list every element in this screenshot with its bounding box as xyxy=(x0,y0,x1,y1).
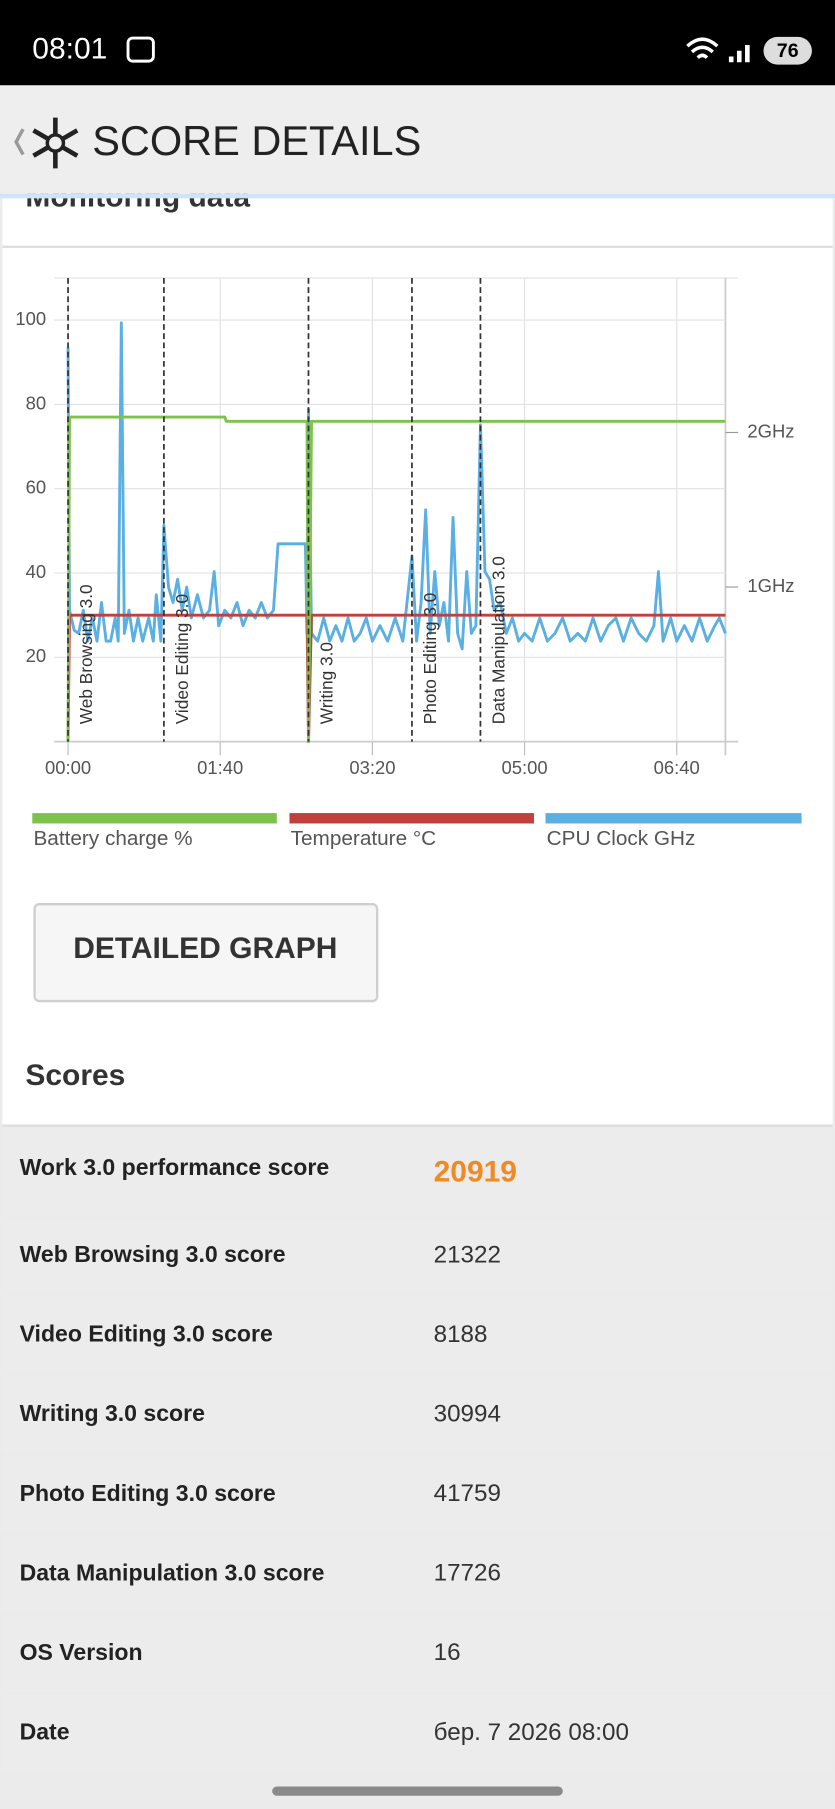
nav-handle[interactable] xyxy=(272,1786,563,1796)
score-row xyxy=(2,1377,833,1454)
y-tick-label: 80 xyxy=(26,392,47,413)
marker-label: Writing 3.0 xyxy=(317,642,337,724)
score-label: Photo Editing 3.0 score xyxy=(20,1480,276,1506)
x-tick-label: 06:40 xyxy=(654,757,700,778)
score-value: 8188 xyxy=(434,1321,488,1348)
legend-label: Battery charge % xyxy=(33,827,192,850)
marker-label: Video Editing 3.0 xyxy=(172,594,192,724)
y-tick-label: 20 xyxy=(26,645,47,666)
battery-level: 76 xyxy=(777,40,799,62)
series-line xyxy=(66,415,726,744)
marker-label: Web Browsing 3.0 xyxy=(76,584,96,724)
scores-title: Scores xyxy=(25,1059,125,1092)
score-value: бер. 7 2026 08:00 xyxy=(434,1719,629,1746)
score-label: Writing 3.0 score xyxy=(20,1400,205,1426)
score-row xyxy=(2,1615,833,1692)
app-icon-core xyxy=(45,133,66,153)
score-label: Work 3.0 performance score xyxy=(20,1154,330,1180)
wifi-icon xyxy=(686,37,719,59)
score-label: Data Manipulation 3.0 score xyxy=(20,1559,325,1585)
score-label: Web Browsing 3.0 score xyxy=(20,1241,286,1267)
header-title: SCORE DETAILS xyxy=(92,117,421,164)
x-tick-label: 01:40 xyxy=(197,757,243,778)
x-tick-label: 05:00 xyxy=(501,757,547,778)
header-shadow xyxy=(0,193,835,199)
status-bar xyxy=(0,0,835,86)
score-value: 20919 xyxy=(434,1155,517,1188)
legend-label: CPU Clock GHz xyxy=(547,827,696,850)
score-label: OS Version xyxy=(20,1639,143,1665)
chart: 20 40 60 80 100 1GHz 2GHz 00:00 01:40 03:20 05:00 0… xyxy=(15,277,794,778)
back-button[interactable] xyxy=(14,128,25,156)
legend-swatch xyxy=(32,813,277,824)
score-row xyxy=(2,1536,833,1613)
score-table: Work 3.0 performance score 20919 Web Brows… xyxy=(2,1127,833,1772)
score-row xyxy=(2,1297,833,1374)
detailed-graph-button[interactable] xyxy=(33,903,379,1003)
score-value: 41759 xyxy=(434,1480,501,1507)
button-label[interactable]: DETAILED GRAPH xyxy=(73,932,337,965)
legend-label: Temperature °C xyxy=(291,827,437,850)
y-tick-label: 40 xyxy=(26,561,47,582)
legend: Battery charge % Temperature °C CPU Clock … xyxy=(32,813,802,850)
marker-label: Photo Editing 3.0 xyxy=(420,593,440,725)
header xyxy=(0,85,835,194)
legend-swatch xyxy=(545,813,802,824)
y-tick-label: 60 xyxy=(26,477,47,498)
score-value: 30994 xyxy=(434,1401,501,1428)
score-value: 16 xyxy=(434,1639,461,1666)
screenshot-icon xyxy=(126,36,155,63)
score-row xyxy=(2,1456,833,1533)
y2-tick-label: 1GHz xyxy=(747,575,794,596)
legend-swatch xyxy=(289,813,534,824)
score-value: 17726 xyxy=(434,1560,501,1587)
score-value: 21322 xyxy=(434,1241,501,1268)
x-tick-label: 03:20 xyxy=(349,757,395,778)
score-row xyxy=(2,1217,833,1295)
score-row xyxy=(2,1695,833,1772)
score-label: Video Editing 3.0 score xyxy=(20,1321,273,1347)
x-tick-label: 00:00 xyxy=(45,757,91,778)
score-row xyxy=(2,1127,833,1215)
clock: 08:01 xyxy=(32,33,107,66)
signal-icon xyxy=(728,44,750,63)
y2-tick-label: 2GHz xyxy=(747,420,794,441)
score-label: Date xyxy=(20,1719,70,1745)
marker-label: Data Manipulation 3.0 xyxy=(489,556,509,724)
y-tick-label: 100 xyxy=(15,308,46,329)
battery-icon xyxy=(763,36,812,65)
series-line xyxy=(66,321,727,651)
